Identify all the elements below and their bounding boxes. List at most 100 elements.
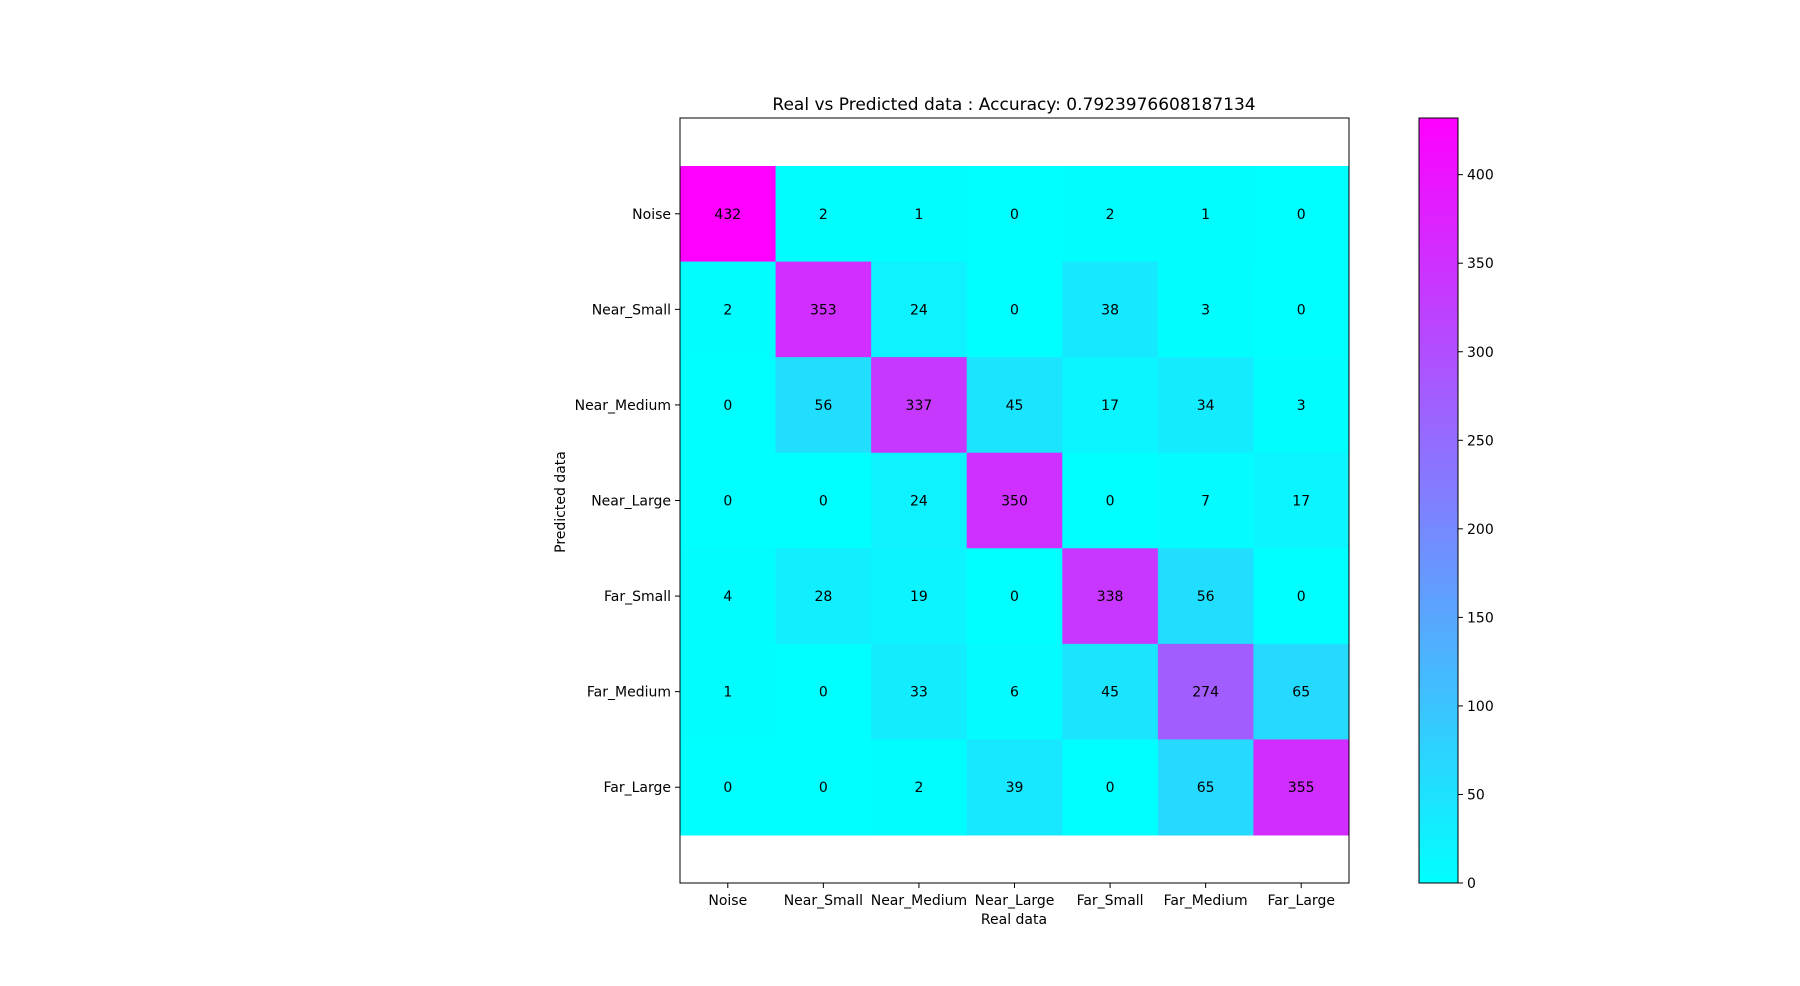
cell-value-label: 1 — [1201, 207, 1210, 223]
cell-value-label: 2 — [723, 302, 732, 318]
colorbar-tick-label: 250 — [1467, 433, 1494, 449]
heatmap-cell — [1062, 643, 1159, 740]
y-tick-label: Near_Large — [591, 494, 671, 510]
heatmap-cell — [966, 739, 1063, 836]
y-tick-label: Near_Medium — [575, 398, 671, 414]
heatmap-cell — [1253, 357, 1350, 454]
x-axis-ticks: Noise Near_Small Near_Medium Near_Large Far_… — [708, 883, 1335, 909]
heatmap-cells — [680, 166, 1350, 836]
heatmap-cell — [1157, 452, 1254, 549]
cell-value-label: 45 — [1006, 398, 1024, 414]
cell-value-label: 28 — [814, 589, 832, 605]
heatmap-cell — [966, 548, 1063, 645]
x-tick-label: Far_Medium — [1164, 893, 1248, 909]
cell-value-label: 0 — [723, 398, 732, 414]
heatmap-cell — [680, 357, 777, 454]
cell-value-label: 350 — [1001, 494, 1028, 510]
cell-value-label: 56 — [814, 398, 832, 414]
heatmap-cell — [1253, 548, 1350, 645]
heatmap-cell — [1062, 452, 1159, 549]
cell-value-label: 432 — [714, 207, 741, 223]
cell-value-label: 0 — [1297, 302, 1306, 318]
heatmap-cell — [1157, 357, 1254, 454]
heatmap-cell — [680, 739, 777, 836]
y-tick-label: Near_Small — [592, 302, 671, 318]
heatmap-cell — [775, 548, 872, 645]
colorbar — [1418, 117, 1459, 884]
colorbar-tick-label: 400 — [1467, 168, 1494, 184]
x-tick-label: Far_Small — [1077, 893, 1144, 909]
heatmap-cell — [966, 357, 1063, 454]
cell-value-label: 2 — [914, 780, 923, 796]
cell-value-label: 353 — [810, 302, 837, 318]
heatmap-cell — [871, 739, 968, 836]
cell-value-label: 65 — [1292, 685, 1310, 701]
cell-value-label: 33 — [910, 685, 928, 701]
heatmap-cell — [775, 261, 872, 358]
cell-value-label: 19 — [910, 589, 928, 605]
cell-value-label: 34 — [1197, 398, 1215, 414]
cell-value-label: 355 — [1288, 780, 1315, 796]
cell-value-label: 2 — [819, 207, 828, 223]
heatmap-cell — [966, 452, 1063, 549]
heatmap-cell — [1062, 548, 1159, 645]
cell-value-label: 3 — [1297, 398, 1306, 414]
cell-value-label: 17 — [1292, 494, 1310, 510]
x-tick-label: Near_Large — [975, 893, 1055, 909]
colorbar-tick-label: 100 — [1467, 699, 1494, 715]
colorbar-tick-label: 350 — [1467, 256, 1494, 272]
heatmap-cell — [1253, 261, 1350, 358]
heatmap-cell — [1157, 548, 1254, 645]
heatmap-cell — [680, 166, 777, 263]
heatmap-cell — [1062, 166, 1159, 263]
cell-value-label: 337 — [906, 398, 933, 414]
cell-value-label: 6 — [1010, 685, 1019, 701]
heatmap-cell — [775, 357, 872, 454]
cell-value-label: 38 — [1101, 302, 1119, 318]
cell-value-label: 0 — [1010, 302, 1019, 318]
cell-value-label: 0 — [1010, 589, 1019, 605]
x-tick-label: Near_Medium — [871, 893, 967, 909]
heatmap-cell — [1157, 739, 1254, 836]
cell-value-label: 0 — [1106, 494, 1115, 510]
y-axis-ticks: Noise Near_Small Near_Medium Near_Large Far_… — [575, 207, 680, 796]
x-tick-label: Noise — [708, 893, 747, 909]
heatmap-cell — [871, 643, 968, 740]
cell-value-label: 45 — [1101, 685, 1119, 701]
heatmap-cell — [680, 643, 777, 740]
cell-value-label: 17 — [1101, 398, 1119, 414]
heatmap-cell — [871, 548, 968, 645]
heatmap-cell — [966, 166, 1063, 263]
cell-value-label: 3 — [1201, 302, 1210, 318]
heatmap-cell — [775, 452, 872, 549]
cell-value-label: 0 — [1106, 780, 1115, 796]
heatmap-cell — [1253, 643, 1350, 740]
heatmap-cell — [871, 166, 968, 263]
heatmap-cell — [871, 452, 968, 549]
y-tick-label: Noise — [632, 207, 671, 223]
cell-value-label: 4 — [723, 589, 732, 605]
colorbar-tick-label: 0 — [1467, 876, 1476, 892]
chart-title: Real vs Predicted data : Accuracy: 0.792… — [772, 95, 1255, 115]
heatmap-cell — [1062, 739, 1159, 836]
cell-value-label: 2 — [1106, 207, 1115, 223]
heatmap-cell — [1157, 166, 1254, 263]
heatmap-cell — [871, 261, 968, 358]
x-tick-label: Near_Small — [784, 893, 863, 909]
cell-value-label: 24 — [910, 494, 928, 510]
heatmap-cell — [680, 548, 777, 645]
cell-value-label: 1 — [914, 207, 923, 223]
cell-value-label: 7 — [1201, 494, 1210, 510]
cell-value-label: 338 — [1097, 589, 1124, 605]
cell-value-label: 1 — [723, 685, 732, 701]
cell-value-label: 39 — [1006, 780, 1024, 796]
colorbar-tick-label: 150 — [1467, 610, 1494, 626]
heatmap-cell — [1253, 452, 1350, 549]
cell-value-label: 65 — [1197, 780, 1215, 796]
cell-value-label: 0 — [723, 494, 732, 510]
heatmap-cell — [680, 261, 777, 358]
heatmap-cell — [1253, 739, 1350, 836]
heatmap-cell — [1062, 357, 1159, 454]
heatmap-cell — [966, 643, 1063, 740]
